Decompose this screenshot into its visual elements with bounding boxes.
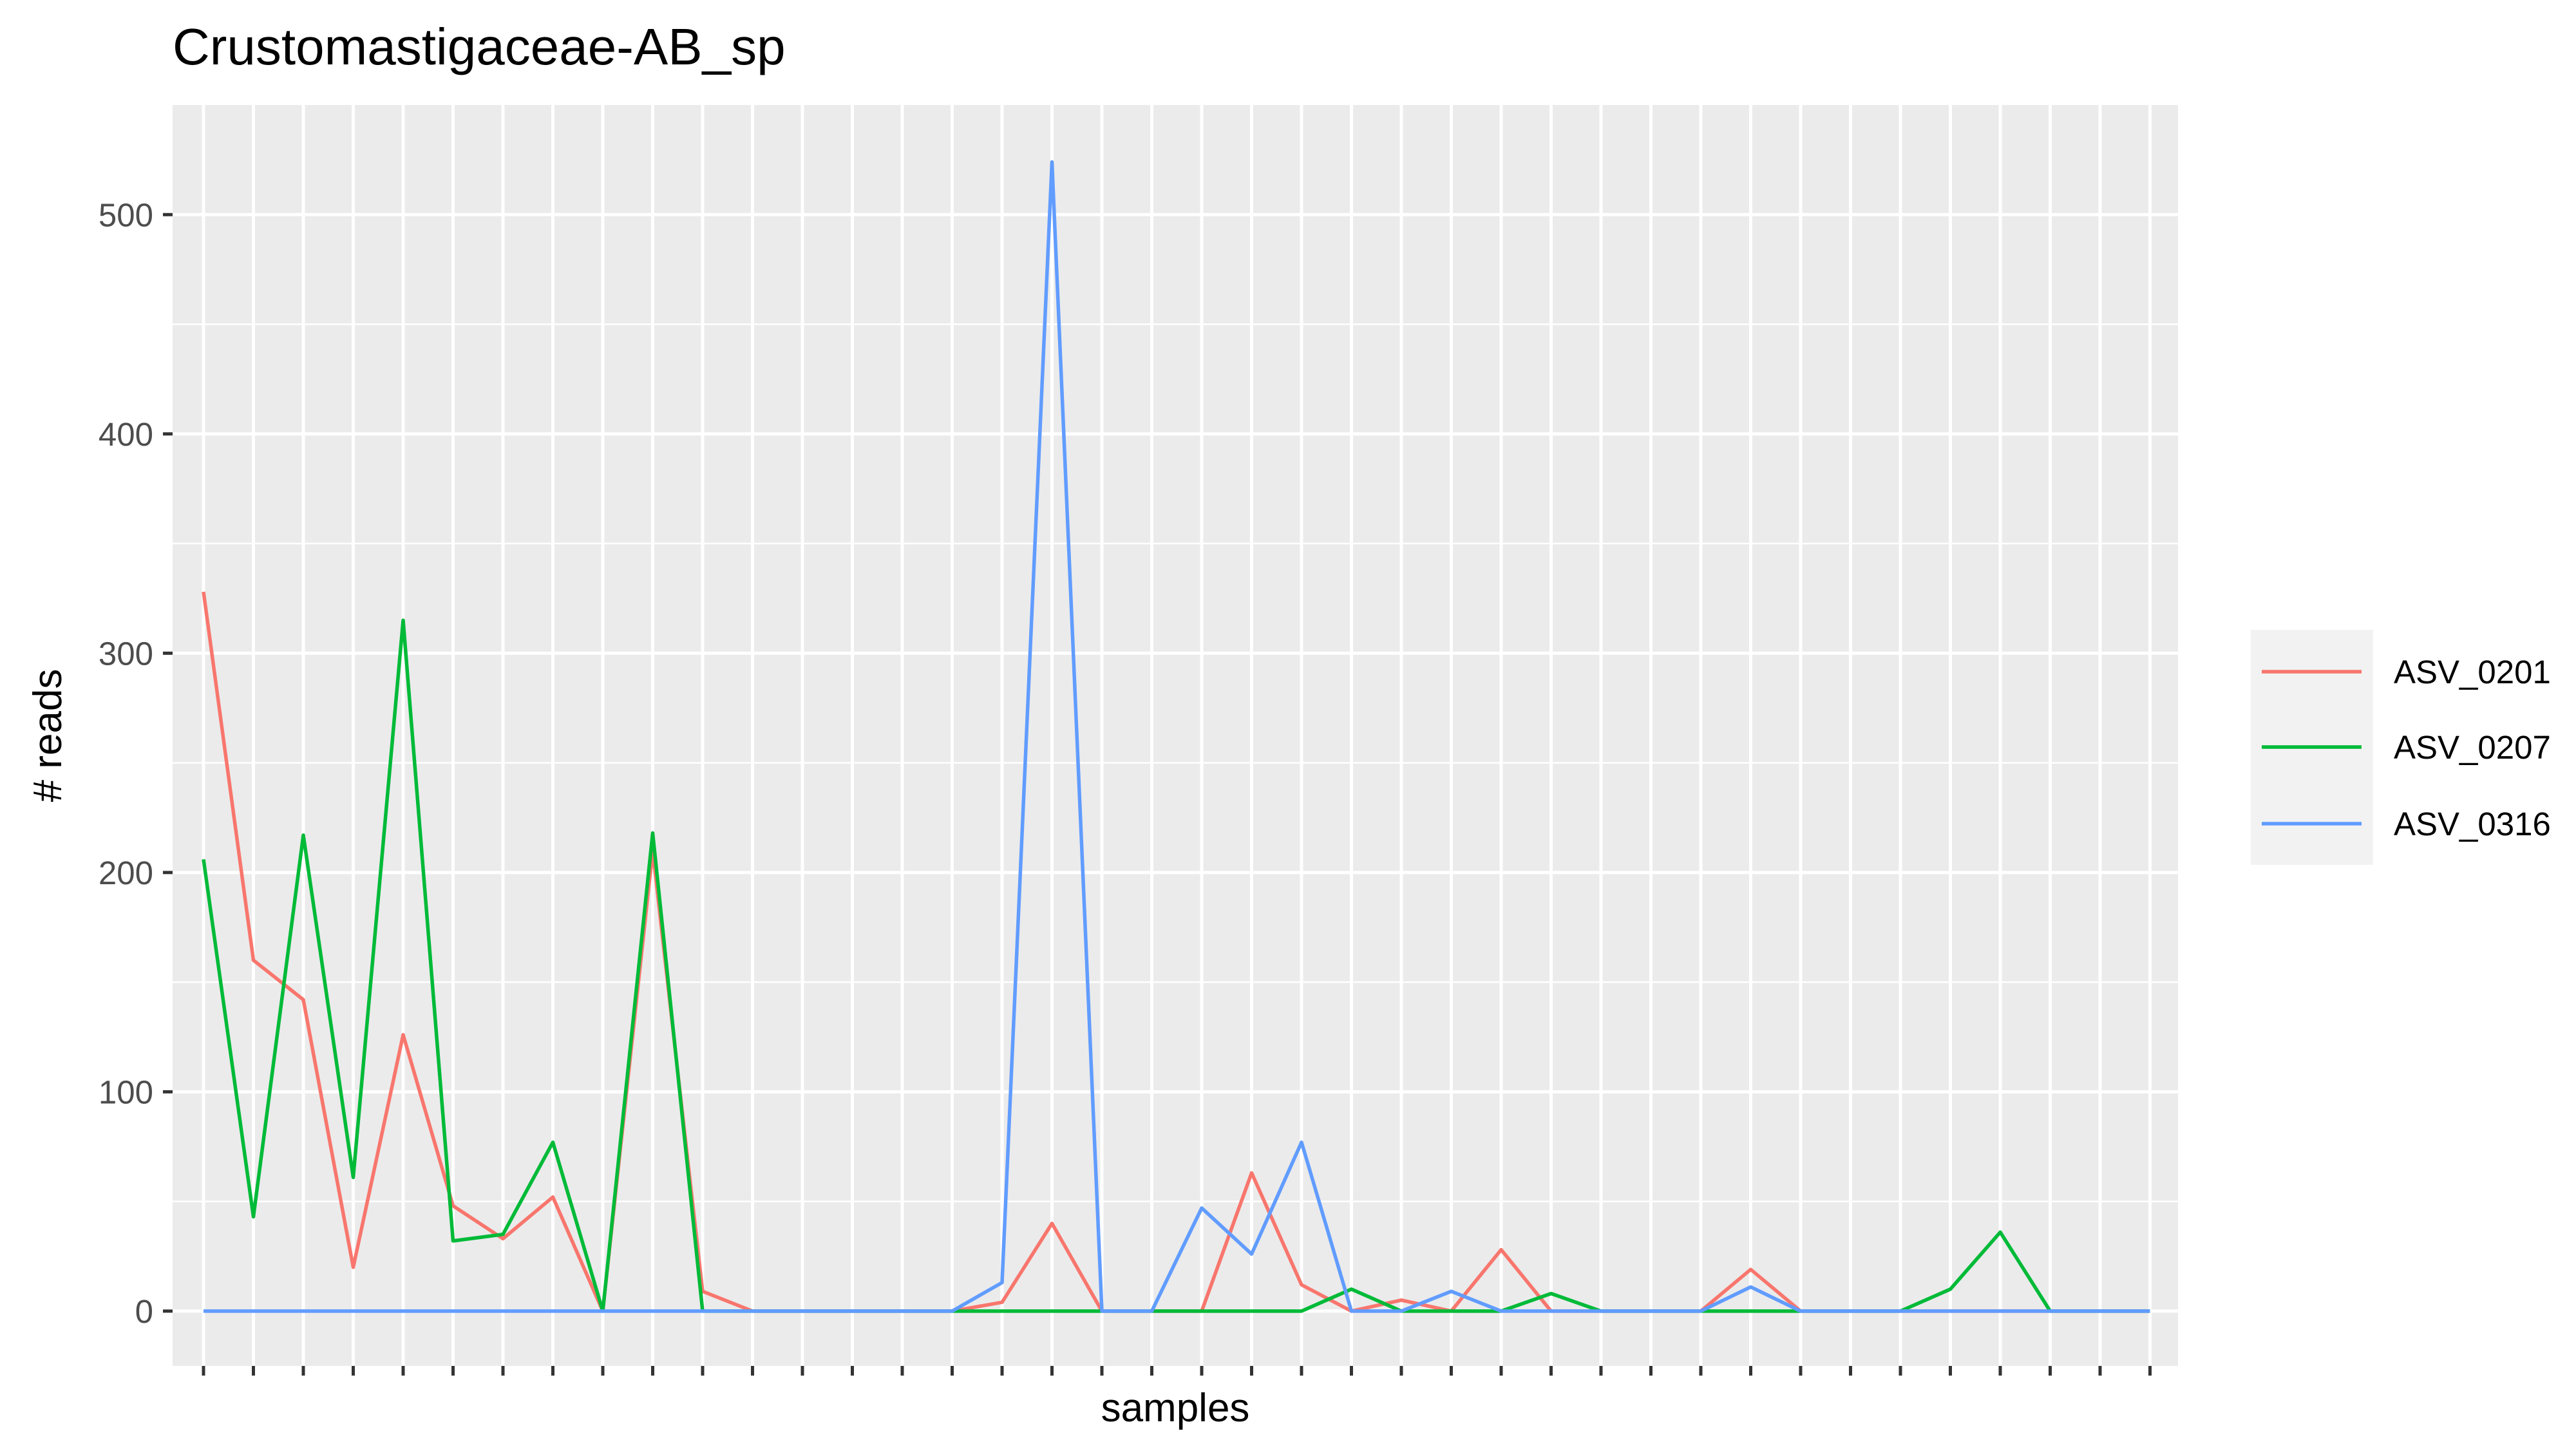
series-line-asv-0316 xyxy=(204,160,2150,1313)
legend-label: ASV_0201 xyxy=(2394,654,2551,690)
y-tick-label: 400 xyxy=(99,416,153,453)
chart-title: Crustomastigaceae-AB_sp xyxy=(173,18,786,75)
y-tick-label: 100 xyxy=(99,1074,153,1110)
grid-minor xyxy=(173,323,2178,1202)
plot-panel xyxy=(173,105,2178,1366)
x-axis-title: samples xyxy=(1101,1386,1250,1430)
legend-label: ASV_0207 xyxy=(2394,729,2551,766)
y-tick-label: 0 xyxy=(135,1293,153,1330)
x-axis xyxy=(202,1366,2152,1376)
y-axis-title: # reads xyxy=(26,669,70,802)
legend-label: ASV_0316 xyxy=(2394,806,2551,842)
y-tick-label: 200 xyxy=(99,855,153,891)
y-tick-label: 300 xyxy=(99,635,153,672)
series-lines xyxy=(202,160,2150,1313)
y-tick-label: 500 xyxy=(99,196,153,233)
y-axis: 0 100 200 300 400 500 xyxy=(99,196,173,1330)
legend: ASV_0201 ASV_0207 ASV_0316 xyxy=(2251,630,2551,865)
